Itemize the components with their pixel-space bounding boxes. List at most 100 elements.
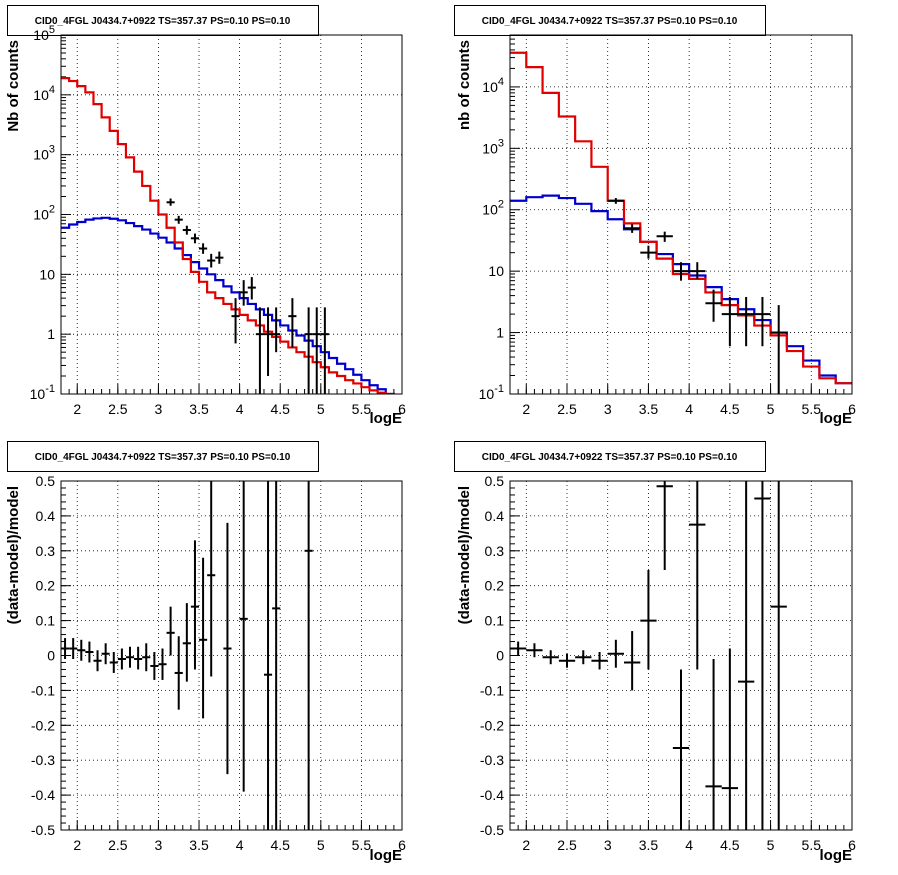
data-point — [607, 198, 624, 204]
x-axis-label: logE — [370, 847, 403, 864]
x-tick-label: 4.5 — [270, 401, 290, 417]
y-tick-label: 0.4 — [485, 508, 505, 524]
residual-point — [591, 652, 608, 670]
residual-point — [689, 481, 706, 670]
residual-point — [101, 643, 110, 665]
plot-area — [61, 481, 313, 830]
data-point — [721, 296, 738, 347]
data-point — [255, 307, 264, 394]
y-axis-label: nb of counts — [456, 40, 473, 130]
y-tick-label: 105 — [33, 24, 55, 43]
data-point — [174, 215, 183, 224]
x-axis-label: logE — [820, 410, 853, 427]
x-tick-label: 3.5 — [639, 401, 659, 417]
y-tick-label: 104 — [33, 84, 55, 103]
data-point — [182, 225, 191, 235]
data-point — [312, 307, 321, 394]
y-tick-label: 0.4 — [36, 508, 56, 524]
residual-point — [85, 641, 94, 663]
x-tick-label: 4.5 — [720, 837, 740, 853]
data-point — [231, 298, 240, 344]
plot-frame — [60, 480, 403, 831]
x-tick-label: 5.5 — [802, 837, 822, 853]
residual-point — [542, 650, 559, 665]
x-tick-label: 6 — [848, 401, 856, 417]
residual-point — [166, 606, 175, 656]
plot-frame — [60, 34, 403, 395]
data-point — [215, 251, 224, 264]
x-tick-label: 4 — [236, 401, 244, 417]
residual-point — [61, 638, 70, 659]
x-tick-label: 3.5 — [639, 837, 659, 853]
y-tick-label: 10-1 — [479, 383, 504, 402]
data-point — [247, 277, 256, 300]
chart-title: CID0_4FGL J0434.7+0922 TS=357.37 PS=0.10… — [482, 16, 738, 27]
y-tick-label: 1 — [496, 325, 504, 341]
residual-point — [182, 603, 191, 682]
data-point — [190, 233, 200, 244]
residual-point — [558, 653, 576, 668]
residual-point — [272, 481, 281, 830]
y-tick-label: -0.1 — [480, 682, 504, 698]
residual-point — [190, 540, 200, 670]
residual-point — [656, 481, 673, 570]
residual-point — [174, 636, 183, 710]
data-point — [672, 262, 690, 281]
x-tick-label: 5 — [767, 401, 775, 417]
x-tick-label: 5 — [767, 837, 775, 853]
y-axis-label: (data-model)/model — [456, 486, 473, 624]
chart-title-box — [454, 441, 766, 472]
data-point — [166, 198, 175, 206]
y-tick-label: 0.1 — [485, 613, 505, 629]
data-point — [624, 224, 641, 233]
chart-title-box — [454, 5, 766, 36]
residual-point — [117, 648, 126, 670]
y-tick-label: 0 — [496, 648, 504, 664]
y-tick-label: 102 — [33, 204, 55, 223]
residual-point — [125, 646, 135, 668]
x-tick-label: 5.5 — [352, 401, 372, 417]
x-tick-label: 2.5 — [108, 401, 128, 417]
residual-point — [640, 569, 657, 670]
residual-point — [705, 658, 722, 830]
chart-title-box — [7, 441, 319, 472]
residual-point — [239, 481, 248, 792]
residual-point — [69, 638, 78, 659]
plot-area — [510, 481, 787, 830]
chart-panel-1: CID0_4FGL J0434.7+0922 TS=357.37 PS=0.10… — [5, 5, 406, 427]
y-tick-label: 0.3 — [485, 543, 505, 559]
x-tick-label: 3 — [604, 837, 612, 853]
residual-point — [77, 639, 86, 661]
data-point — [199, 243, 208, 254]
x-tick-label: 6 — [398, 837, 406, 853]
x-tick-label: 4 — [236, 837, 244, 853]
plot-frame — [509, 480, 853, 831]
y-tick-label: -0.1 — [31, 682, 55, 698]
x-axis-label: logE — [820, 847, 853, 864]
data-point — [304, 307, 313, 394]
residual-point — [158, 648, 167, 680]
residual-point — [607, 639, 624, 668]
x-tick-label: 3 — [155, 837, 163, 853]
y-tick-label: 0.2 — [485, 578, 505, 594]
y-tick-label: -0.3 — [480, 752, 504, 768]
series-line-model-background — [61, 216, 395, 394]
x-axis-label: logE — [370, 410, 403, 427]
chart-title: CID0_4FGL J0434.7+0922 TS=357.37 PS=0.10… — [35, 16, 291, 27]
y-tick-label: 10-1 — [30, 383, 55, 402]
residual-point — [754, 481, 771, 830]
data-point — [288, 298, 297, 348]
x-tick-label: 4.5 — [270, 837, 290, 853]
x-tick-label: 2 — [73, 401, 81, 417]
chart-panel-2: CID0_4FGL J0434.7+0922 TS=357.37 PS=0.10… — [454, 5, 856, 427]
chart-panel-4: CID0_4FGL J0434.7+0922 TS=357.37 PS=0.10… — [454, 441, 856, 864]
data-point — [705, 289, 722, 322]
chart-title: CID0_4FGL J0434.7+0922 TS=357.37 PS=0.10… — [35, 452, 291, 463]
chart-panel-3: CID0_4FGL J0434.7+0922 TS=357.37 PS=0.10… — [5, 441, 406, 864]
data-point — [738, 296, 755, 347]
data-point — [656, 231, 673, 242]
x-tick-label: 4 — [685, 401, 693, 417]
residual-point — [223, 522, 232, 775]
data-point — [640, 245, 657, 259]
data-point — [239, 280, 248, 306]
